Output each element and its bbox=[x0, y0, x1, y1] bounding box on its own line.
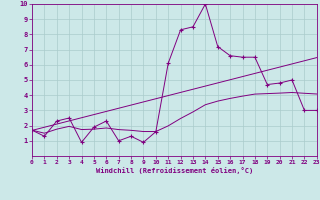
X-axis label: Windchill (Refroidissement éolien,°C): Windchill (Refroidissement éolien,°C) bbox=[96, 167, 253, 174]
